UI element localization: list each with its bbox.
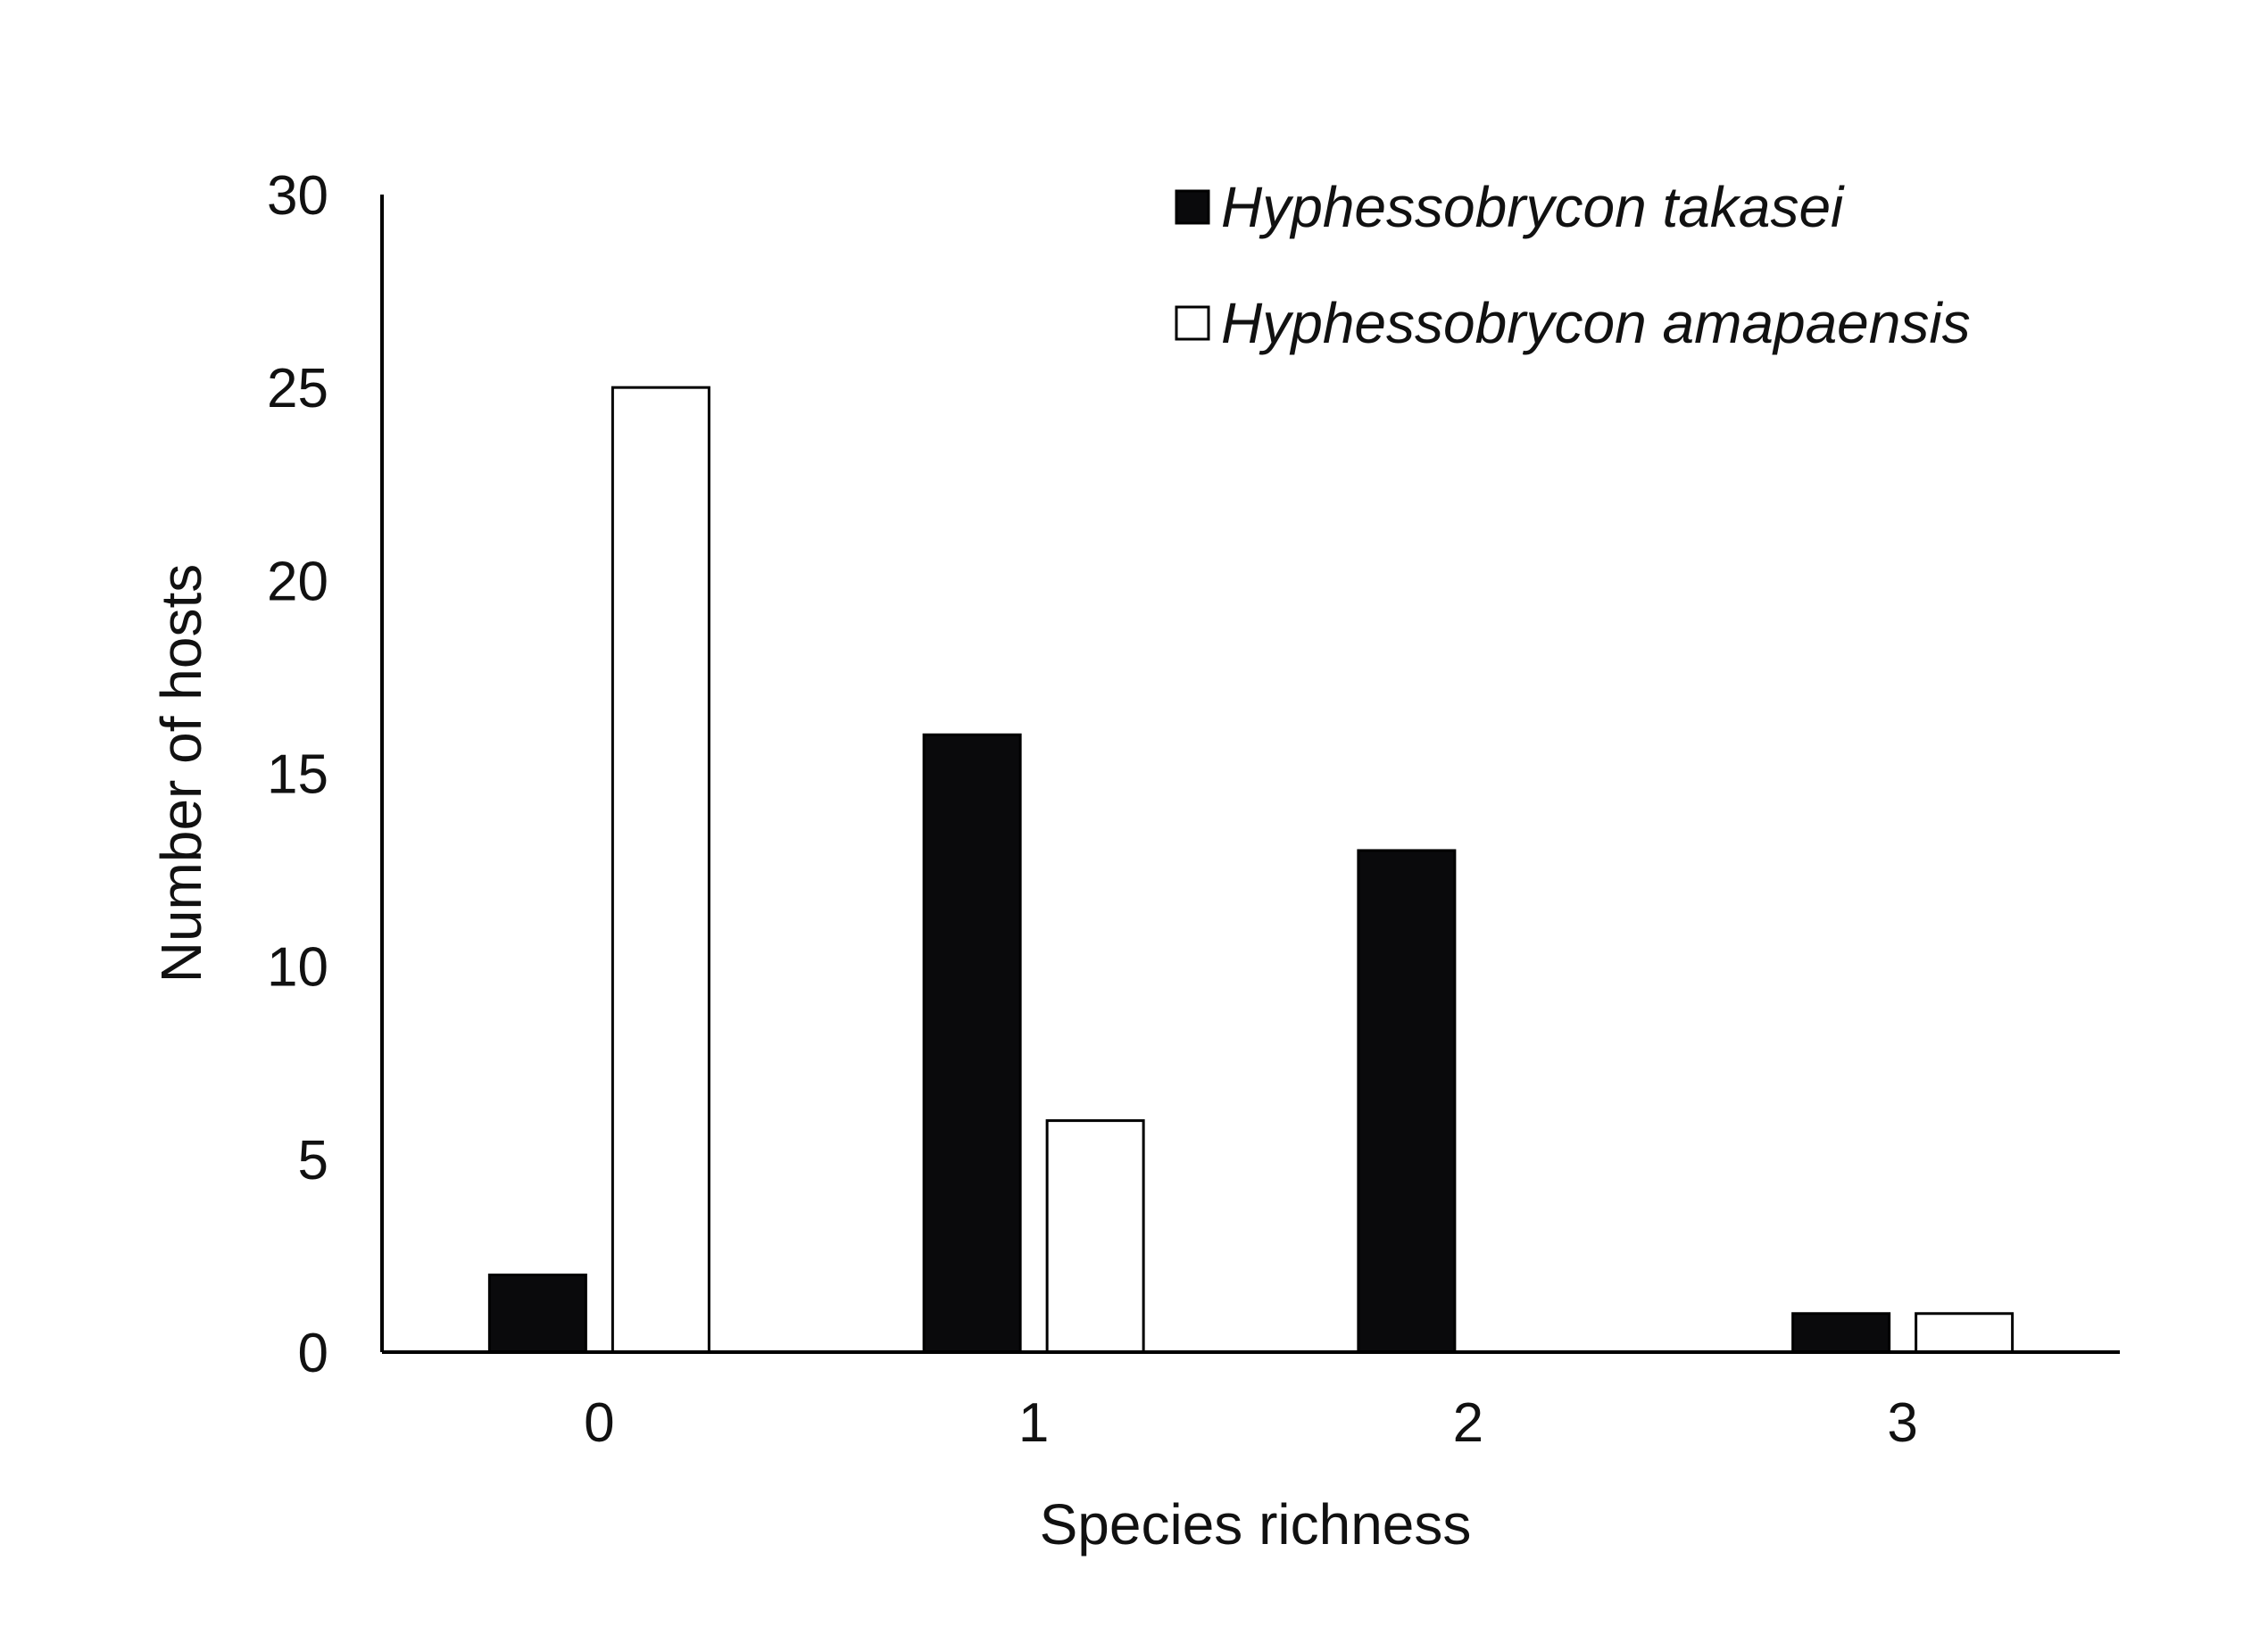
y-tick-label: 15 [267,744,328,806]
bar-series-1-cat-0 [611,386,710,1354]
legend: Hyphessobrycon takasei Hyphessobrycon am… [1175,175,1971,355]
bar-series-0-cat-3 [1791,1312,1891,1354]
x-tick-label: 3 [1887,1392,1917,1454]
x-tick-label: 0 [584,1392,614,1454]
legend-label-takasei: Hyphessobrycon takasei [1221,175,1845,239]
bar-series-1-cat-3 [1915,1312,2015,1354]
y-axis-ticks: 0 5 10 15 20 25 30 [267,165,328,1384]
legend-swatch-takasei [1175,189,1210,225]
y-tick-label: 5 [298,1130,328,1191]
x-axis-ticks: 0 1 2 3 [584,1392,1918,1454]
y-tick-label: 10 [267,937,328,999]
x-tick-label: 1 [1018,1392,1049,1454]
x-tick-label: 2 [1453,1392,1483,1454]
y-axis-title: Number of hosts [149,564,213,984]
bar-series-0-cat-1 [922,733,1022,1354]
bar-series-1-cat-1 [1045,1119,1145,1354]
x-axis-title: Species richness [1040,1492,1472,1557]
bars-group [487,386,2015,1354]
legend-label-amapaensis: Hyphessobrycon amapaensis [1221,291,1971,355]
bar-series-0-cat-2 [1357,849,1457,1354]
y-tick-label: 30 [267,165,328,227]
y-tick-label: 25 [267,358,328,419]
y-tick-label: 0 [298,1323,328,1384]
legend-swatch-amapaensis [1175,305,1210,341]
y-tick-label: 20 [267,551,328,612]
bar-series-0-cat-0 [487,1274,587,1354]
